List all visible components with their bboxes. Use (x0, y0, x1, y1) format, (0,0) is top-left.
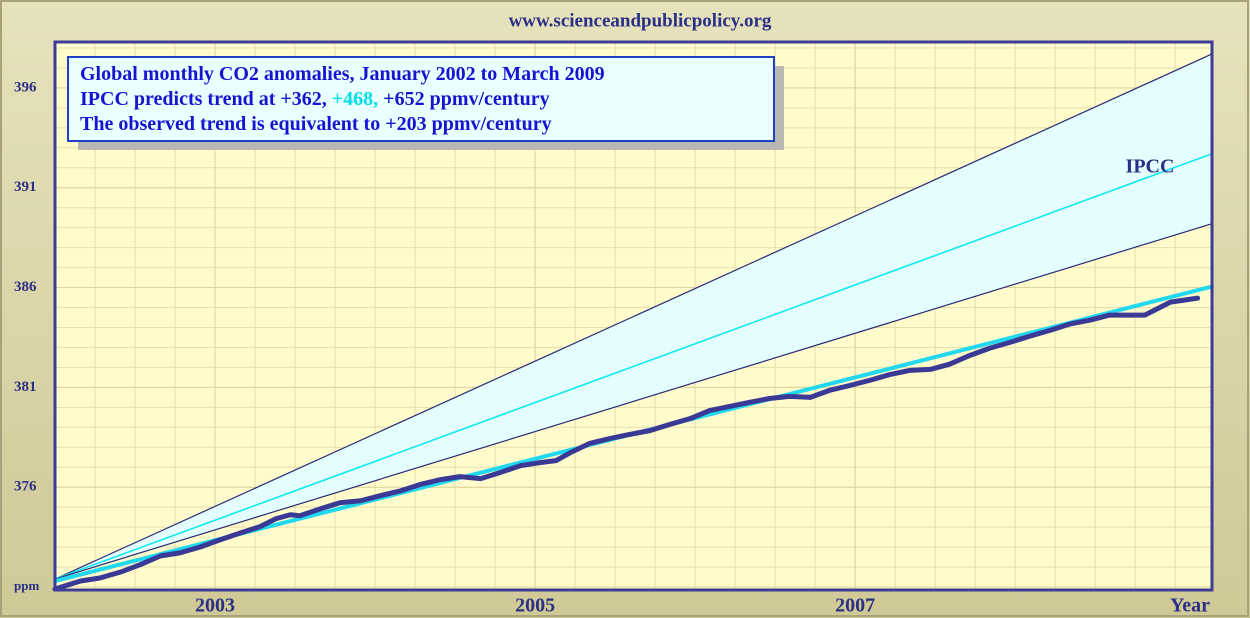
text-box-line: IPCC predicts trend at +362, +468, +652 … (80, 88, 550, 110)
y-tick-label: 386 (14, 279, 37, 295)
y-tick-label: 376 (14, 479, 37, 495)
series-line (54, 53, 1213, 580)
plot-border (53, 40, 1214, 592)
x-tick-label: 2005 (515, 595, 555, 617)
y-tick-label: 391 (14, 179, 37, 195)
header: www.scienceandpublicpolicy.org (509, 10, 772, 31)
text-box-part: IPCC predicts trend at +362, (80, 88, 332, 110)
y-tick-label: 396 (14, 79, 37, 95)
text-box-part: +652 ppmv/century (378, 88, 549, 110)
text-box-line: Global monthly CO2 anomalies, January 20… (80, 63, 605, 85)
x-axis-label: Year (1170, 595, 1210, 617)
series-line (54, 152, 1213, 580)
x-tick-label: 2003 (195, 595, 235, 617)
text-box (67, 56, 775, 142)
series-line (54, 223, 1213, 580)
text-box-part: Global monthly CO2 anomalies, January 20… (80, 63, 605, 85)
text-box-line: The observed trend is equivalent to +203… (80, 113, 552, 135)
ipcc-label: IPCC (1126, 156, 1175, 178)
y-tick-label: ppm (14, 578, 39, 593)
text-box-part: The observed trend is equivalent to +203… (80, 113, 552, 135)
series-line (52, 295, 1201, 592)
y-tick-label: 381 (14, 379, 37, 395)
plot-area: IPCC Global monthly CO2 anomalies, Januar… (52, 40, 1214, 592)
x-tick-label: 2007 (835, 595, 875, 617)
text-box-part: +468, (332, 88, 378, 110)
